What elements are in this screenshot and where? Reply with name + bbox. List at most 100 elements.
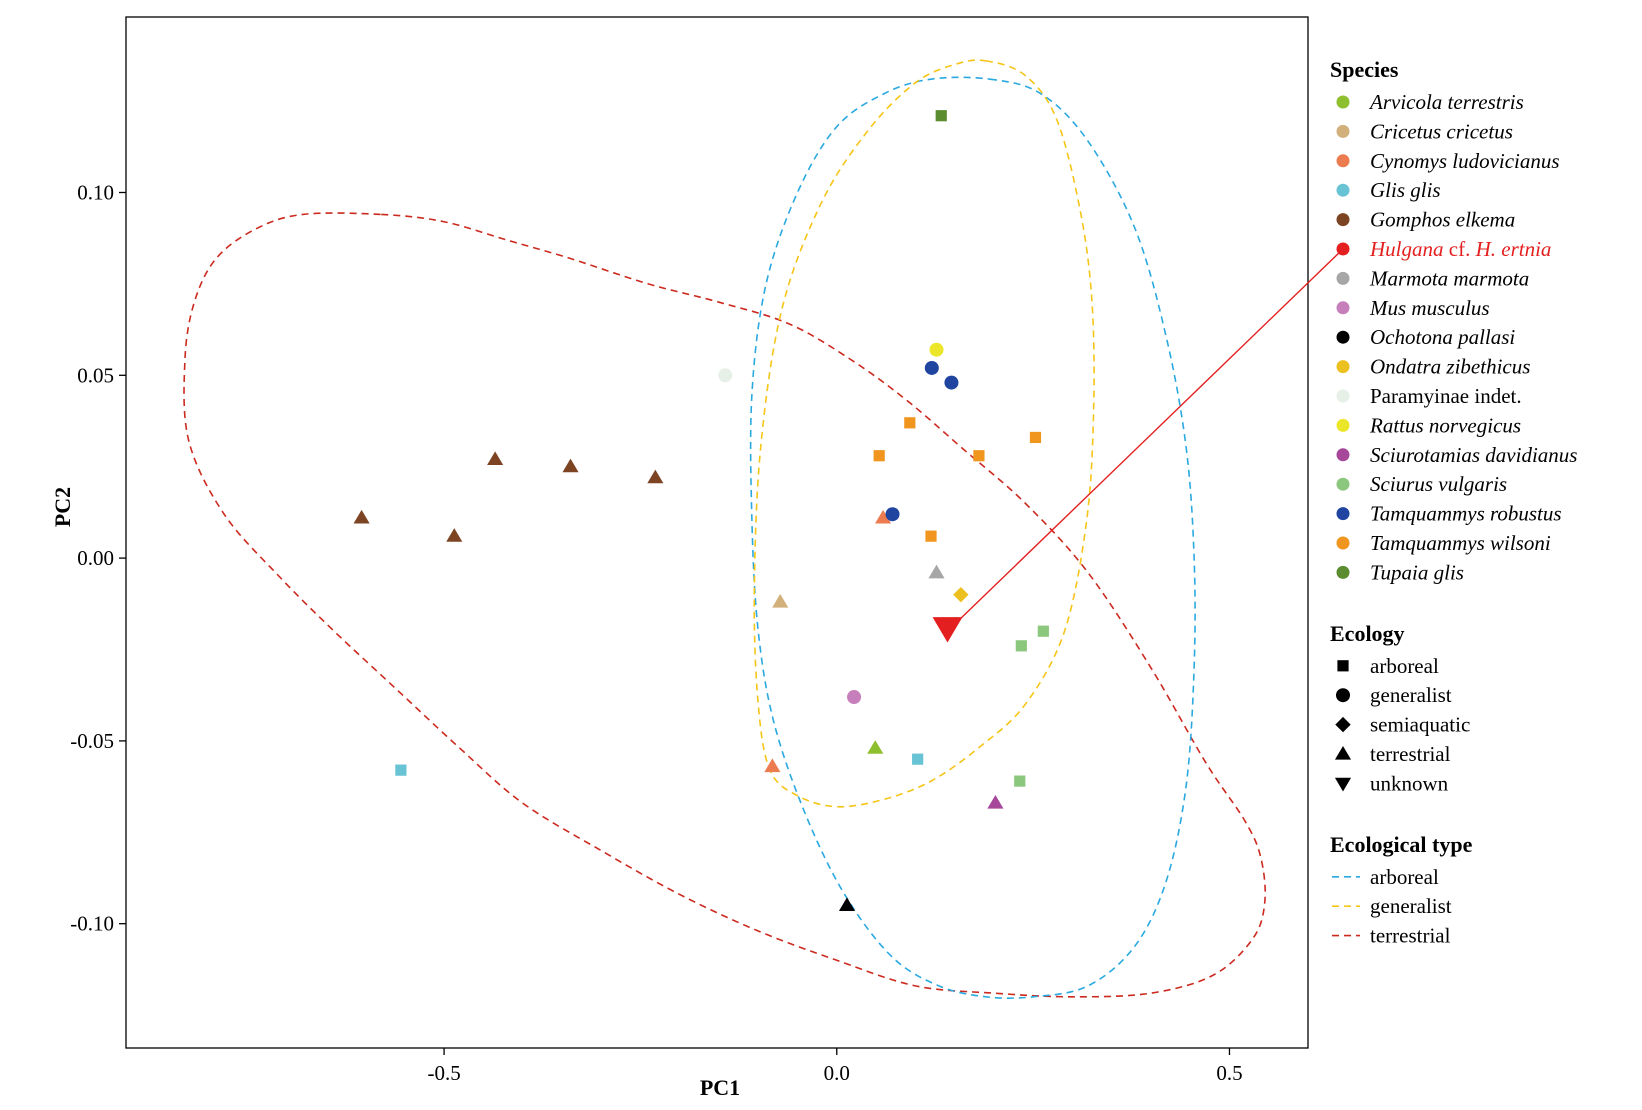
data-point xyxy=(395,764,407,776)
y-tick-label: -0.05 xyxy=(70,729,114,753)
legend-species-label: Sciurotamias davidianus xyxy=(1370,443,1577,467)
legend-key-ecology xyxy=(1337,660,1349,672)
ellipse-arboreal xyxy=(749,76,1196,999)
y-tick-label: -0.10 xyxy=(70,912,114,936)
data-point xyxy=(1014,775,1026,787)
data-point xyxy=(944,375,959,390)
data-point xyxy=(904,417,916,429)
legend-ellipse-label: arboreal xyxy=(1370,865,1439,889)
legend-species-label: Arvicola terrestris xyxy=(1368,90,1524,114)
legend-key-species xyxy=(1336,124,1350,138)
data-point xyxy=(1037,625,1049,637)
legend-key-species xyxy=(1336,271,1350,285)
data-point xyxy=(873,450,885,462)
legend-ellipse-label: generalist xyxy=(1370,894,1452,918)
data-point xyxy=(925,530,937,542)
legend-key-species xyxy=(1336,95,1350,109)
legend-key-ecology xyxy=(1334,745,1352,760)
legend-key-species xyxy=(1336,301,1350,315)
legend-species-label: Paramyinae indet. xyxy=(1370,384,1522,408)
legend-species-label: Gomphos elkema xyxy=(1370,208,1515,232)
legend-key-species xyxy=(1336,213,1350,227)
legend-species-label: Mus musculus xyxy=(1369,296,1490,320)
legend-key-species xyxy=(1336,477,1350,491)
legend-key-species xyxy=(1336,360,1350,374)
data-point xyxy=(718,368,733,383)
x-tick-label: 0.0 xyxy=(824,1061,850,1085)
data-point xyxy=(953,586,969,603)
legend-key-species xyxy=(1336,154,1350,168)
legend-key-species xyxy=(1336,183,1350,197)
ellipse-generalist xyxy=(753,59,1095,808)
legend-species-label: Glis glis xyxy=(1370,178,1441,202)
legend-title-ecological-type: Ecological type xyxy=(1330,832,1473,857)
legend-key-species xyxy=(1336,565,1350,579)
data-point xyxy=(935,110,947,122)
legend-key-ecology xyxy=(1335,716,1351,733)
legend-key-ecology xyxy=(1334,777,1352,792)
data-point xyxy=(867,740,884,754)
data-point xyxy=(912,753,924,765)
data-point xyxy=(353,509,370,524)
legend: Species Arvicola terrestris Cricetus crice… xyxy=(1330,57,1577,948)
data-point xyxy=(446,528,463,542)
legend-key-species xyxy=(1336,418,1350,432)
legend-species-label: Marmota marmota xyxy=(1369,266,1529,290)
data-point xyxy=(838,897,856,912)
x-axis-title: PC1 xyxy=(700,1075,740,1100)
x-tick-label: -0.5 xyxy=(427,1061,460,1085)
x-tick-label: 0.5 xyxy=(1216,1061,1242,1085)
data-point xyxy=(647,469,664,484)
plot-frame xyxy=(125,16,1309,1049)
y-tick-label: 0.00 xyxy=(77,546,114,570)
plot-area xyxy=(125,16,1309,1049)
legend-ecology-label: generalist xyxy=(1370,683,1452,707)
legend-title-ecology: Ecology xyxy=(1330,621,1405,646)
legend-ecology-label: unknown xyxy=(1370,771,1449,795)
legend-species-label: Cynomys ludovicianus xyxy=(1370,149,1560,173)
data-point xyxy=(875,509,892,524)
data-point xyxy=(487,451,504,465)
data-point xyxy=(932,617,963,643)
legend-ecology-label: terrestrial xyxy=(1370,742,1451,766)
legend-key-ecology xyxy=(1336,688,1350,703)
legend-key-species xyxy=(1336,536,1350,550)
ellipse-layer xyxy=(183,59,1266,999)
data-point xyxy=(973,450,985,462)
data-point xyxy=(1015,640,1027,652)
legend-key-species xyxy=(1336,330,1350,344)
legend-species-label: Cricetus cricetus xyxy=(1370,119,1513,143)
data-point xyxy=(928,564,945,579)
data-point xyxy=(772,593,789,608)
point-layer xyxy=(353,110,1049,912)
data-point xyxy=(1029,431,1042,444)
y-axis-title: PC2 xyxy=(50,487,75,527)
legend-title-species: Species xyxy=(1330,57,1399,82)
legend-key-species xyxy=(1336,448,1350,462)
legend-key-species xyxy=(1336,242,1350,256)
data-point xyxy=(987,794,1004,809)
data-point xyxy=(847,690,862,705)
legend-species-label: Sciurus vulgaris xyxy=(1370,472,1507,496)
annotation-layer xyxy=(957,248,1344,623)
legend-ecology-label: arboreal xyxy=(1370,654,1439,678)
legend-ecology-label: semiaquatic xyxy=(1370,713,1470,737)
data-point xyxy=(562,458,579,473)
data-point xyxy=(764,758,781,773)
axes-layer: -0.5 0.0 0.5 0.10 0.05 0.00 -0.05 -0.10 xyxy=(70,180,1242,1085)
data-point xyxy=(924,360,939,375)
legend-species-label: Tamquammys wilsoni xyxy=(1370,531,1551,555)
annotation-line xyxy=(957,248,1344,623)
ellipse-terrestrial xyxy=(183,212,1266,998)
legend-species-label: Hulgana cf. H. ertnia xyxy=(1369,237,1551,261)
y-tick-label: 0.05 xyxy=(77,363,114,387)
legend-key-species xyxy=(1336,389,1350,403)
legend-species-label: Tupaia glis xyxy=(1370,560,1464,584)
y-tick-label: 0.10 xyxy=(77,180,114,204)
legend-species-label: Ochotona pallasi xyxy=(1370,325,1515,349)
legend-key-species xyxy=(1336,507,1350,521)
legend-ellipse-label: terrestrial xyxy=(1370,924,1451,948)
data-point xyxy=(885,507,900,522)
legend-species-label: Rattus norvegicus xyxy=(1369,413,1521,437)
